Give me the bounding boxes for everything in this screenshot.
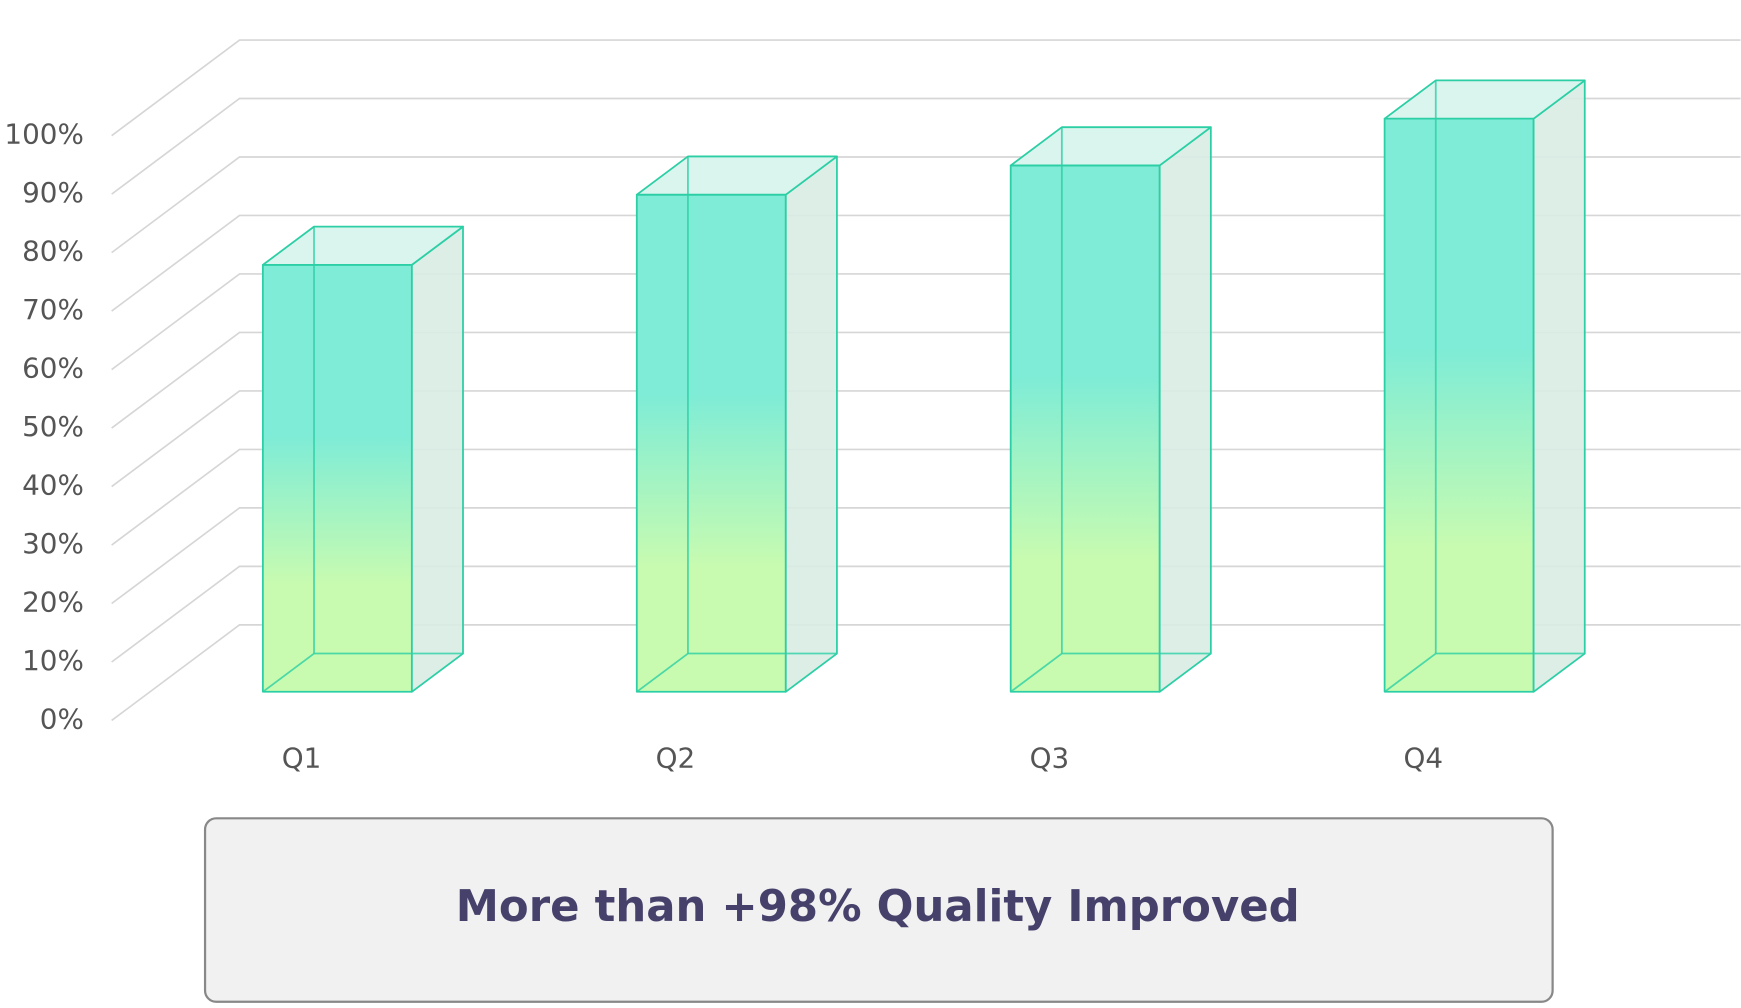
bars: Q1 Q2 Q3 Q4: [261, 79, 1586, 774]
grid-line: [111, 565, 1741, 663]
grid-line: [111, 97, 1741, 195]
bar-top: [261, 225, 464, 266]
y-tick-label: 10%: [22, 644, 84, 677]
grid-line: [111, 39, 1741, 137]
grid-line: [111, 507, 1741, 605]
x-tick-label: Q4: [1404, 741, 1444, 774]
y-tick-label: 70%: [22, 293, 84, 326]
bar: [261, 225, 464, 693]
bar-side: [784, 155, 838, 693]
y-tick-label: 40%: [22, 469, 84, 502]
bar-front: [635, 193, 787, 693]
bar-front: [261, 263, 413, 693]
y-tick-label: 90%: [22, 176, 84, 209]
grid-line: [111, 448, 1741, 546]
x-tick-label: Q2: [656, 741, 696, 774]
x-tick-label: Q3: [1030, 741, 1070, 774]
bar-side: [1158, 126, 1212, 693]
bar-top: [1009, 126, 1212, 167]
caption-box: [203, 817, 1554, 1003]
y-tick-label: 60%: [22, 352, 84, 385]
y-tick-label: 100%: [4, 118, 83, 151]
y-tick-label: 50%: [22, 410, 84, 443]
bar-front: [1383, 117, 1535, 693]
x-tick-label: Q1: [282, 741, 322, 774]
bar-top: [635, 155, 838, 196]
y-tick-label: 80%: [22, 235, 84, 268]
caption: More than +98% Quality Improved: [456, 882, 1300, 932]
bar-front: [1009, 164, 1161, 693]
bar-top: [1383, 79, 1586, 120]
grid: 0% 10% 20% 30% 40% 50% 60% 70% 80% 90% 100%: [4, 39, 1741, 735]
bar: [635, 155, 838, 693]
bar-side: [410, 225, 464, 693]
grid-line: [111, 390, 1741, 488]
y-tick-label: 30%: [22, 527, 84, 560]
bar: [1383, 79, 1586, 693]
bar-side: [1532, 79, 1586, 693]
y-tick-label: 20%: [22, 586, 84, 619]
grid-line: [111, 331, 1741, 429]
y-tick-label: 0%: [40, 702, 84, 735]
grid-line: [111, 214, 1741, 312]
grid-line: [111, 273, 1741, 371]
grid-line: [111, 624, 1741, 722]
grid-line: [111, 156, 1741, 254]
bar: [1009, 126, 1212, 693]
